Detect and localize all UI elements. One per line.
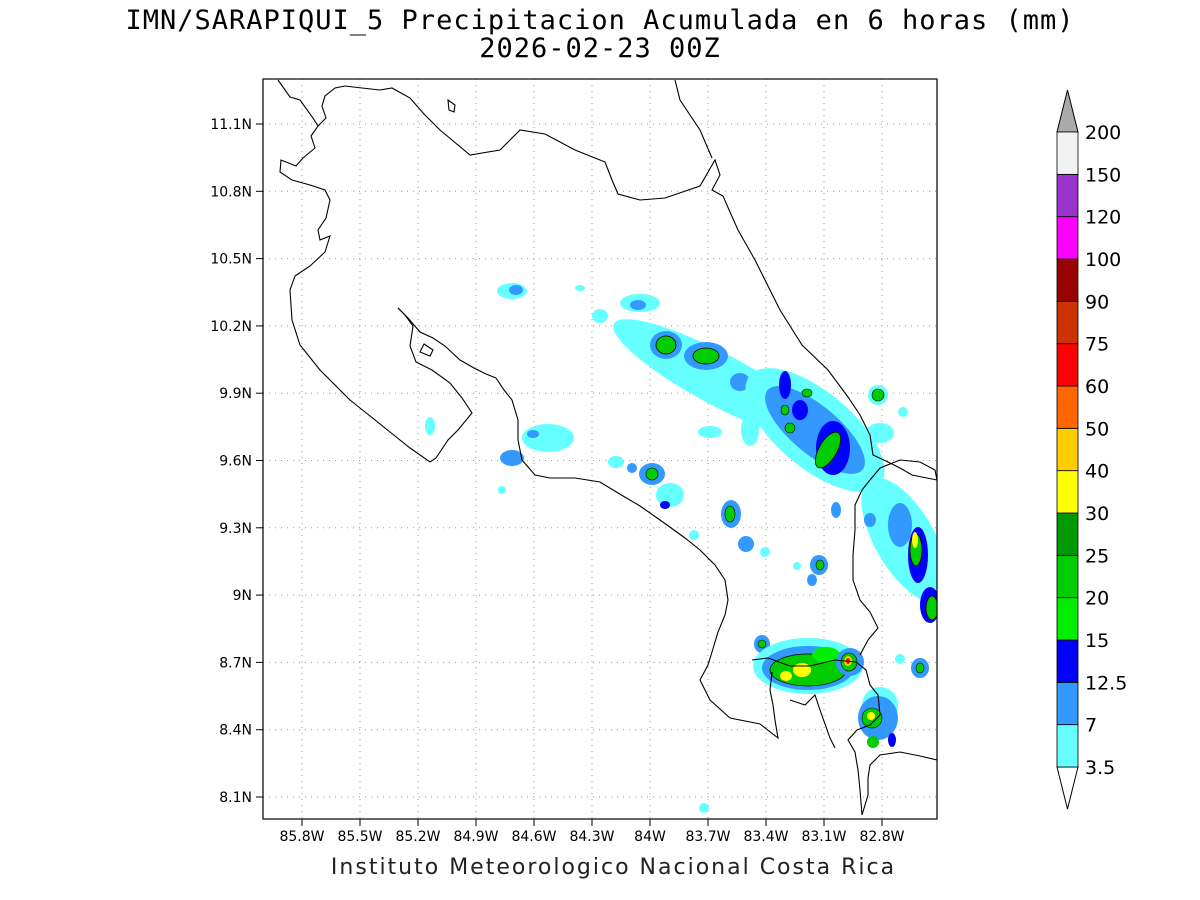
colorbar-level-label: 120 — [1085, 207, 1121, 229]
colorbar-swatch — [1056, 470, 1079, 514]
colorbar-swatch — [1056, 681, 1079, 726]
lat-tick-label: 8.7N — [219, 655, 252, 671]
colorbar-level-label: 20 — [1085, 588, 1109, 610]
colorbar-swatch — [1056, 639, 1079, 683]
lat-tick-label: 10.2N — [210, 319, 252, 335]
lat-tick-label: 8.4N — [219, 723, 252, 739]
lon-tick-label: 83.4W — [743, 829, 788, 845]
colorbar-level-label: 25 — [1085, 545, 1109, 567]
lat-tick-label: 11.1N — [210, 117, 252, 133]
lon-tick-label: 84.6W — [511, 829, 556, 845]
colorbar-level-label: 3.5 — [1085, 757, 1115, 779]
colorbar-swatch — [1056, 216, 1079, 260]
colorbar-level-label: 75 — [1085, 334, 1109, 356]
lon-tick-label: 84W — [634, 829, 666, 845]
colorbar-swatch — [1056, 597, 1079, 641]
lon-tick-label: 83.1W — [801, 829, 846, 845]
colorbar-level-label: 15 — [1085, 630, 1109, 652]
colorbar-swatch — [1056, 173, 1079, 218]
colorbar-level-label: 12.5 — [1085, 672, 1127, 694]
colorbar-level-label: 90 — [1085, 291, 1109, 313]
coastline — [277, 79, 937, 816]
lat-tick-label: 10.5N — [210, 252, 252, 268]
colorbar-swatch — [1056, 724, 1079, 768]
lon-tick-label: 85.8W — [279, 829, 324, 845]
lon-tick-label: 82.8W — [859, 829, 904, 845]
colorbar-legend: 3.5 7 12.5 15 20 25 30 40 50 60 75 90 100 120 150 200 — [1056, 89, 1127, 810]
colorbar-level-label: 50 — [1085, 418, 1109, 440]
lat-tick-label: 8.1N — [219, 790, 252, 806]
colorbar-swatch — [1056, 131, 1079, 175]
lon-tick-label: 84.9W — [453, 829, 498, 845]
lon-tick-label: 85.2W — [395, 829, 440, 845]
colorbar-swatch — [1056, 512, 1079, 556]
lat-tick-label: 9.3N — [219, 521, 252, 537]
footer-credit: Instituto Meteorologico Nacional Costa R… — [330, 855, 897, 880]
colorbar-swatch — [1056, 385, 1079, 429]
lon-tick-label: 84.3W — [569, 829, 614, 845]
colorbar-swatch — [1056, 554, 1079, 599]
colorbar-swatch — [1056, 427, 1079, 472]
lon-tick-label: 83.7W — [685, 829, 730, 845]
colorbar-arrow-bottom — [1056, 766, 1079, 810]
colorbar-level-label: 100 — [1085, 249, 1121, 271]
map-title: IMN/SARAPIQUI_5 Precipitacion Acumulada … — [125, 5, 1075, 36]
map-frame — [262, 78, 938, 820]
colorbar-level-label: 30 — [1085, 503, 1109, 525]
lat-tick-label: 10.8N — [210, 184, 252, 200]
colorbar-level-label: 200 — [1085, 122, 1121, 144]
map-subtitle-date: 2026-02-23 00Z — [479, 33, 721, 64]
colorbar-level-label: 40 — [1085, 461, 1109, 483]
colorbar-arrow-top — [1056, 89, 1079, 133]
precip-field — [425, 283, 937, 813]
colorbar-level-label: 7 — [1085, 715, 1097, 737]
colorbar-swatch — [1056, 258, 1079, 302]
colorbar-swatch — [1056, 343, 1079, 387]
colorbar-level-label: 60 — [1085, 376, 1109, 398]
map-grid: 85.8W 85.5W 85.2W 84.9W 84.6W 84.3W 84W 83.7W 83… — [210, 79, 937, 845]
colorbar-level-label: 150 — [1085, 164, 1121, 186]
lat-tick-label: 9.6N — [219, 454, 252, 470]
lat-tick-label: 9N — [233, 588, 252, 604]
colorbar-swatch — [1056, 300, 1079, 345]
lon-tick-label: 85.5W — [337, 829, 382, 845]
lat-tick-label: 9.9N — [219, 386, 252, 402]
